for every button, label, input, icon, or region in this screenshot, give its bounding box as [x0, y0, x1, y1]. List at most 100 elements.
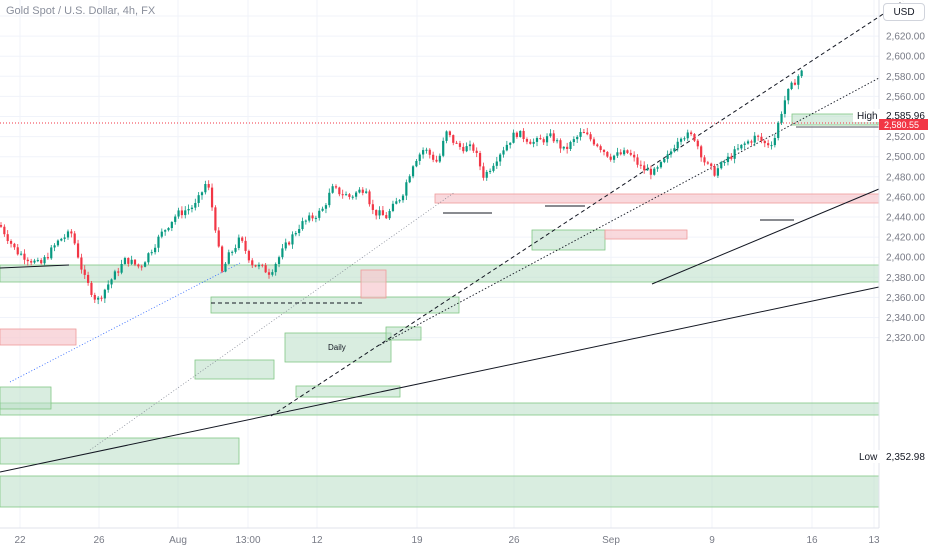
- candle: [100, 295, 103, 302]
- candle-body: [224, 263, 227, 272]
- candle: [66, 229, 70, 240]
- candle-body: [653, 168, 656, 175]
- demand-zone: [0, 475, 880, 508]
- demand-zone: [210, 296, 460, 314]
- candle-body: [261, 264, 264, 266]
- candle-body: [753, 135, 756, 143]
- candle: [174, 214, 177, 225]
- candle: [227, 249, 230, 265]
- y-tick-label: 2,320.00: [886, 333, 925, 344]
- candle: [582, 129, 585, 134]
- candle: [539, 134, 542, 140]
- candle-body: [425, 149, 428, 151]
- candle-body: [160, 231, 163, 237]
- y-tick-label: 2,620.00: [886, 32, 925, 43]
- candle-body: [596, 144, 599, 147]
- candle: [418, 152, 421, 165]
- candle: [294, 231, 297, 237]
- candle-body: [448, 131, 451, 136]
- candle-body: [244, 240, 247, 251]
- candle-body: [666, 154, 669, 159]
- chart-annotations: Daily: [328, 343, 346, 352]
- candle: [743, 141, 746, 149]
- candle: [43, 255, 46, 266]
- candle: [683, 136, 686, 142]
- candle: [700, 144, 703, 162]
- candle-body: [462, 146, 465, 152]
- candle-body: [277, 257, 281, 264]
- candle: [639, 160, 642, 169]
- candle-body: [30, 261, 33, 263]
- candle-body: [241, 237, 244, 241]
- candle-body: [318, 210, 321, 218]
- candle-body: [639, 164, 642, 166]
- candle-body: [485, 171, 488, 178]
- price-badges: High 2,585.96 2,580.55 Low 2,352.98: [853, 109, 931, 463]
- candle: [60, 237, 63, 242]
- candle: [679, 137, 683, 145]
- y-tick-label: 2,460.00: [886, 192, 925, 203]
- candle-body: [726, 156, 730, 163]
- candle-body: [298, 229, 301, 234]
- candle-body: [127, 258, 130, 264]
- candle: [606, 151, 609, 158]
- candle: [338, 186, 341, 197]
- candle: [515, 131, 518, 139]
- candle: [16, 243, 19, 256]
- candle: [572, 136, 575, 146]
- candle-body: [227, 252, 230, 264]
- candle-body: [56, 240, 60, 246]
- candle-body: [371, 204, 374, 210]
- candle-body: [385, 215, 388, 219]
- candle: [716, 165, 719, 179]
- candle: [576, 135, 579, 143]
- low-value: 2,352.98: [886, 452, 925, 463]
- candle: [787, 88, 790, 105]
- candle-body: [492, 165, 495, 171]
- candle-body: [344, 194, 348, 196]
- candle: [388, 208, 391, 220]
- candle: [9, 239, 13, 248]
- candle-body: [274, 263, 277, 273]
- candle: [612, 154, 616, 163]
- candle: [485, 169, 488, 181]
- candle-body: [103, 289, 106, 299]
- candle-body: [395, 201, 398, 204]
- candle-body: [612, 155, 616, 160]
- candle-body: [750, 141, 753, 143]
- candle: [76, 239, 80, 259]
- candle: [746, 139, 750, 145]
- candle-body: [120, 264, 123, 273]
- supply-zone: [434, 193, 880, 204]
- candle: [271, 269, 274, 277]
- candle: [458, 140, 462, 150]
- candle-body: [87, 274, 90, 283]
- candle: [361, 187, 364, 196]
- candle-body: [743, 143, 746, 145]
- demand-zone: [0, 264, 880, 283]
- candle: [411, 165, 415, 179]
- candle: [53, 243, 56, 252]
- candle-body: [408, 176, 411, 183]
- candle-body: [723, 162, 726, 164]
- x-tick-label: Sep: [602, 535, 620, 546]
- candle: [378, 206, 381, 220]
- candle: [381, 205, 384, 216]
- candle: [740, 144, 743, 151]
- candle-body: [736, 148, 740, 150]
- candle: [790, 81, 793, 91]
- currency-button[interactable]: USD: [883, 3, 925, 21]
- candle: [696, 138, 699, 150]
- candle-body: [237, 237, 240, 249]
- candle-body: [40, 260, 43, 264]
- candle: [509, 142, 512, 149]
- candle-body: [93, 294, 96, 300]
- candle: [609, 153, 612, 162]
- candle-body: [562, 146, 565, 149]
- candle: [385, 212, 388, 220]
- candle: [666, 150, 669, 163]
- candle-body: [793, 82, 797, 85]
- candle: [284, 238, 287, 251]
- demand-zone: [0, 437, 240, 465]
